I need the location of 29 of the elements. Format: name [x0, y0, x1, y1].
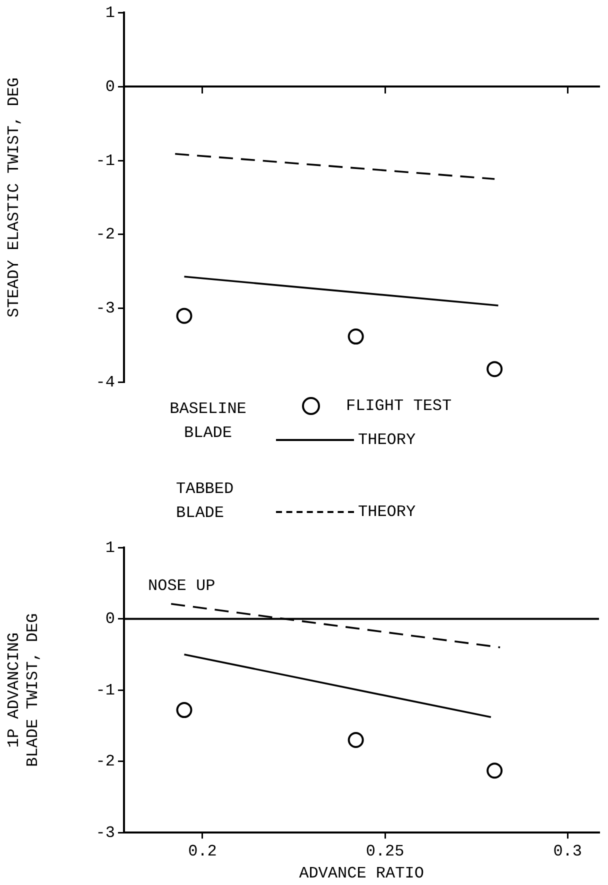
- y-tick-label: -2: [96, 752, 115, 771]
- point: [176, 308, 192, 324]
- y-tick-label: -4: [96, 374, 115, 392]
- text: BASELINE BLADE: [168, 399, 248, 444]
- x-axis-title: ADVANCE RATIO: [299, 864, 424, 883]
- point: [486, 361, 503, 378]
- x-tick-label: 0.3: [553, 842, 582, 860]
- point: [176, 702, 192, 718]
- legend-label: THEORY: [358, 503, 416, 521]
- y-tick-label: -3: [96, 824, 115, 842]
- y-tick-label: -3: [96, 300, 115, 318]
- y-tick-label: -1: [96, 152, 115, 170]
- y-axis-title: STEADY ELASTIC TWIST, DEG: [4, 77, 23, 318]
- point: [486, 762, 503, 779]
- text: TABBED BLADE: [176, 479, 235, 524]
- y-axis-title: 1P ADVANCING BLADE TWIST, DEG: [4, 613, 42, 767]
- y-tick-label: 1: [105, 538, 115, 557]
- point: [348, 328, 364, 345]
- y-tick-label: 0: [105, 610, 115, 628]
- annotation: NOSE UP: [148, 576, 216, 595]
- legend-label: FLIGHT TEST: [346, 397, 452, 416]
- y-tick-label: 1: [105, 4, 115, 22]
- point: [348, 732, 364, 748]
- x-tick-label: 0.2: [188, 842, 217, 860]
- y-tick-label: -1: [96, 681, 115, 700]
- y-tick-label: 0: [105, 78, 115, 96]
- x-tick-label: 0.25: [366, 842, 404, 860]
- legend-label: THEORY: [358, 431, 416, 449]
- y-tick-label: -2: [96, 226, 115, 244]
